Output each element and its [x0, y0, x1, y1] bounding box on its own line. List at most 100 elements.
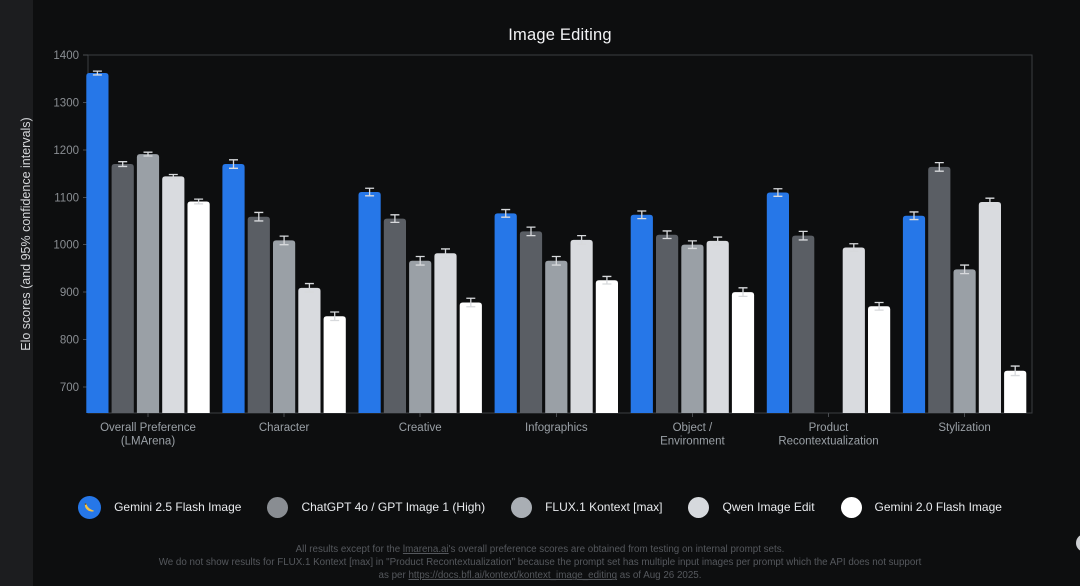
x-tick-label: Recontextualization	[778, 436, 878, 448]
bar	[630, 214, 653, 413]
bar	[731, 292, 755, 413]
legend-item: ChatGPT 4o / GPT Image 1 (High)	[267, 496, 486, 518]
error-bar	[365, 187, 375, 197]
legend-item: Gemini 2.0 Flash Image	[840, 496, 1002, 518]
bar	[187, 201, 210, 413]
bar	[766, 192, 789, 413]
x-tick-label: Overall Preference	[100, 422, 196, 434]
legend-label: Gemini 2.0 Flash Image	[874, 500, 1002, 514]
legend-label: Gemini 2.5 Flash Image	[114, 500, 242, 514]
x-tick-label: Character	[259, 422, 310, 434]
legend-item: FLUX.1 Kontext [max]	[511, 496, 663, 518]
bar	[842, 247, 865, 413]
legend-item: Gemini 2.5 Flash Image	[78, 495, 242, 519]
error-bar	[687, 240, 697, 250]
error-bar	[874, 301, 884, 311]
bar	[273, 240, 296, 413]
error-bar	[304, 282, 314, 293]
bar	[545, 260, 568, 413]
x-tick-label: Creative	[399, 422, 442, 434]
legend-swatch	[688, 496, 710, 518]
y-tick-label: 800	[60, 335, 79, 347]
y-tick-label: 1000	[53, 240, 79, 252]
chart-title: Image Editing	[508, 26, 612, 44]
bar	[656, 234, 679, 413]
x-tick-label: (LMArena)	[121, 436, 175, 448]
error-bar	[602, 275, 612, 285]
legend-label: ChatGPT 4o / GPT Image 1 (High)	[301, 500, 486, 514]
bar	[162, 176, 185, 413]
error-bar	[501, 208, 511, 218]
bar	[247, 216, 270, 413]
error-bar	[526, 226, 536, 237]
bar	[570, 239, 593, 413]
x-tick-label: Environment	[660, 436, 725, 448]
error-bar	[92, 70, 102, 76]
bar	[706, 240, 729, 413]
bar	[298, 287, 321, 413]
bar	[868, 306, 891, 413]
lmarena-link[interactable]: lmarena.ai	[402, 544, 449, 555]
footnote-line-2: We do not show results for FLUX.1 Kontex…	[158, 557, 922, 569]
bar	[519, 231, 543, 413]
screen-edge-artifact	[1076, 534, 1080, 552]
bar-chart: 700 800 900 1000 1100 1200 1300 1400 Elo scores …	[19, 50, 1033, 448]
error-bar	[229, 159, 238, 169]
footnote-text: 's overall preference scores are obtaine…	[448, 544, 785, 555]
error-bar	[934, 161, 944, 172]
bar	[459, 302, 482, 413]
x-tick-label: Stylization	[938, 422, 990, 434]
bar	[928, 166, 951, 413]
bar	[792, 235, 815, 413]
error-bar	[168, 173, 178, 179]
bar	[111, 164, 134, 413]
error-bar	[279, 235, 289, 246]
left-edge-strip	[0, 0, 33, 586]
footnote-line-3: as per https://docs.bfl.ai/kontext/konte…	[0, 569, 1080, 582]
footnote: All results except for the lmarena.ai's …	[0, 543, 1080, 583]
x-tick-label: Product	[809, 422, 849, 434]
legend-label: FLUX.1 Kontext [max]	[545, 500, 663, 514]
y-tick-label: 1400	[53, 50, 79, 62]
error-bar	[441, 248, 450, 259]
chart-legend: Gemini 2.5 Flash Image ChatGPT 4o / GPT I…	[0, 490, 1080, 524]
x-tick-label: Infographics	[525, 422, 588, 434]
y-tick-label: 700	[60, 382, 79, 394]
bar	[323, 316, 346, 413]
error-bar	[466, 297, 476, 308]
bar	[383, 218, 406, 413]
legend-swatch	[840, 496, 862, 518]
bar	[978, 201, 1001, 413]
y-tick-label: 1200	[53, 145, 79, 157]
legend-item: Qwen Image Edit	[688, 496, 815, 518]
bar	[494, 213, 517, 413]
bar	[86, 73, 109, 413]
error-bar	[194, 198, 204, 205]
footnote-text: as of Aug 26 2025.	[617, 570, 702, 582]
bfl-docs-link[interactable]: https://docs.bfl.ai/kontext/kontext_imag…	[408, 570, 618, 582]
footnote-text: All results except for the	[295, 544, 403, 555]
y-tick-label: 900	[60, 287, 79, 299]
bar	[409, 260, 432, 413]
bar	[595, 280, 618, 413]
error-bar	[637, 210, 647, 220]
error-bar	[551, 255, 561, 266]
error-bar	[577, 235, 587, 245]
bar	[136, 154, 160, 413]
footnote-text: as per	[378, 570, 409, 582]
error-bar	[662, 230, 672, 240]
footnote-line-1: All results except for the lmarena.ai's …	[0, 543, 1080, 556]
bar	[953, 269, 976, 413]
error-bar	[849, 243, 859, 252]
bar	[434, 253, 457, 413]
legend-swatch	[511, 496, 533, 518]
error-bar	[909, 211, 919, 221]
legend-swatch	[267, 496, 289, 518]
error-bar	[985, 197, 995, 207]
error-bar	[738, 287, 748, 298]
legend-label: Qwen Image Edit	[722, 500, 815, 514]
y-tick-label: 1100	[54, 192, 79, 204]
bar	[902, 215, 926, 413]
error-bar	[713, 236, 723, 246]
